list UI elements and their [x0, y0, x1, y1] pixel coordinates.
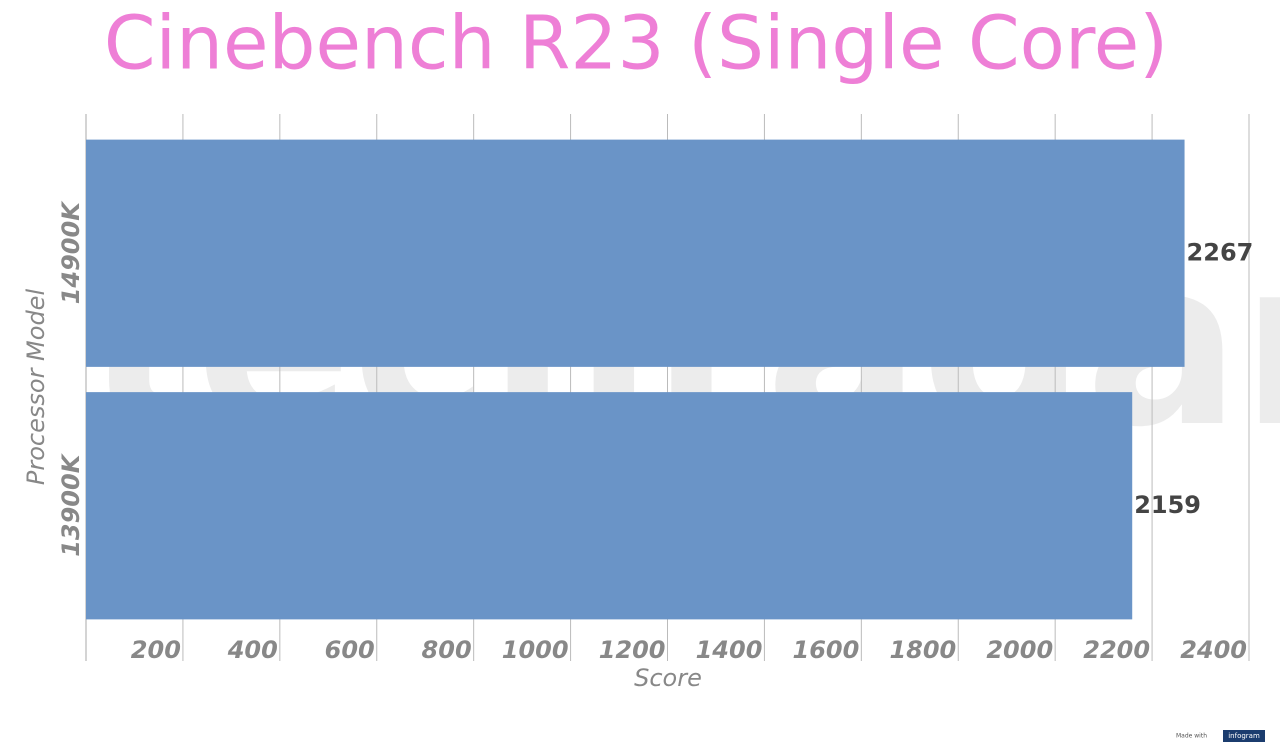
x-tick-label: 2400 — [1180, 636, 1247, 664]
x-tick-label: 1400 — [696, 636, 763, 664]
footer: Made with — [1176, 733, 1207, 740]
x-tick-label: 600 — [325, 636, 375, 664]
x-axis-label: Score — [634, 664, 702, 692]
x-tick-label: 1600 — [793, 636, 860, 664]
bar — [86, 392, 1133, 620]
x-tick-label: 2000 — [986, 636, 1053, 664]
x-tick-label: 1200 — [599, 636, 666, 664]
value-label: 2159 — [1134, 491, 1201, 519]
x-tick-label: 1000 — [502, 636, 569, 664]
x-tick-label: 400 — [227, 636, 278, 664]
x-tick-label: 200 — [131, 636, 181, 664]
x-tick-label: 800 — [422, 636, 472, 664]
footer-badge — [1223, 730, 1265, 742]
x-tick-label: 2200 — [1083, 636, 1150, 664]
bar — [86, 139, 1185, 367]
x-tick-label: 1800 — [889, 636, 956, 664]
chart-title: Cinebench R23 (Single Core) — [104, 1, 1168, 87]
y-tick-label: 14900K — [57, 200, 85, 304]
y-axis-label: Processor Model — [22, 289, 50, 486]
value-label: 2267 — [1187, 238, 1254, 266]
footer-brand: infogram — [1228, 732, 1260, 740]
y-tick-label: 13900K — [57, 452, 85, 556]
